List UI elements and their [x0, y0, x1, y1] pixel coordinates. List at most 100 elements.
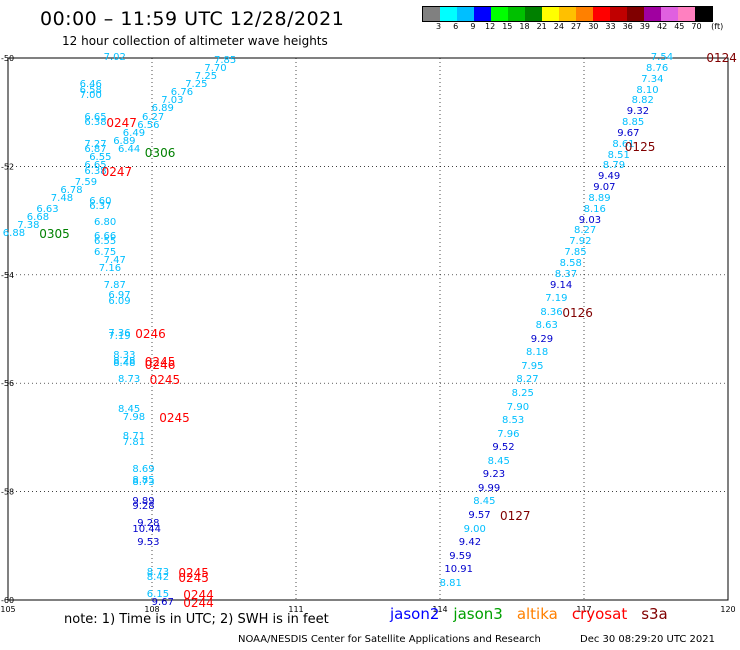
wave-height-label: 9.67 [617, 127, 640, 139]
wave-height-label: 6.56 [137, 119, 160, 131]
wave-height-label: 6.89 [151, 103, 174, 115]
wave-height-label: 7.36 [108, 328, 131, 340]
wave-height-label: 8.45 [473, 496, 496, 508]
wave-height-label: 6.63 [36, 203, 59, 215]
wave-height-label: 9.23 [482, 469, 506, 481]
pass-time-label: 0124 [706, 51, 737, 65]
longitude-tick-label: 120 [720, 605, 735, 614]
wave-height-label: 8.89 [588, 192, 611, 204]
wave-height-label: 7.90 [506, 401, 530, 413]
wave-height-label: 6.65 [84, 111, 107, 123]
latitude-tick-label: -50 [1, 54, 14, 63]
wave-height-label: 8.61 [612, 138, 635, 150]
wave-height-label: 8.71 [122, 431, 146, 443]
credit-text: NOAA/NESDIS Center for Satellite Applica… [238, 634, 541, 645]
color-swatch [440, 7, 457, 21]
wave-height-label: 6.58 [79, 84, 102, 96]
wave-height-label: 7.85 [564, 247, 587, 259]
color-scale-tick: 45 [674, 22, 685, 31]
wave-height-label: 9.52 [492, 442, 515, 454]
color-swatch [661, 7, 678, 21]
longitude-tick-label: 108 [144, 605, 159, 614]
wave-height-label: 6.88 [2, 228, 26, 240]
wave-height-label: 6.68 [26, 211, 50, 223]
color-scale-bar [422, 6, 713, 22]
pass-time-label: 0245 [159, 411, 190, 426]
legend-item-s3a: s3a [641, 605, 668, 623]
color-scale-tick: 12 [485, 22, 496, 31]
wave-height-label: 7.96 [497, 428, 520, 440]
wave-height-label: 9.03 [578, 214, 602, 226]
wave-height-label: 6.75 [94, 247, 117, 259]
pass-time-label: 0244 [183, 595, 214, 610]
latitude-tick-label: -54 [1, 271, 14, 280]
wave-height-label: 8.73 [118, 374, 141, 386]
wave-height-label: 8.51 [607, 149, 630, 161]
pass-time-label: 0247 [101, 164, 133, 179]
wave-height-label: 8.42 [146, 572, 170, 584]
longitude-tick-label: 117 [576, 605, 591, 614]
longitude-tick-label: 105 [0, 605, 15, 614]
color-scale-tick: 9 [470, 22, 476, 31]
wave-height-label: 7.98 [122, 412, 146, 424]
color-scale-tick: 33 [605, 22, 616, 31]
color-swatch [423, 7, 440, 21]
color-swatch [610, 7, 627, 21]
wave-height-label: 6.38 [84, 165, 107, 177]
wave-height-label: 9.89 [132, 496, 155, 508]
pass-time-label: 0246 [144, 358, 176, 373]
latitude-tick-label: -56 [1, 379, 14, 388]
wave-height-label: 9.53 [137, 537, 160, 549]
wave-height-label: 7.54 [650, 52, 674, 63]
wave-height-label: 6.46 [79, 79, 102, 91]
wave-height-label: 8.82 [631, 95, 654, 107]
wave-height-label: 9.28 [137, 518, 160, 530]
color-swatch [576, 7, 593, 21]
color-swatch [678, 7, 695, 21]
wave-height-label: 8.69 [132, 463, 155, 475]
wave-height-label: 7.25 [185, 79, 208, 91]
wave-height-label: 9.28 [132, 500, 155, 512]
latitude-tick-label: -52 [1, 162, 14, 171]
wave-height-label: 8.85 [622, 117, 645, 129]
wave-height-label: 6.27 [142, 111, 165, 123]
wave-height-label: 7.19 [108, 331, 131, 343]
wave-height-label: 6.38 [84, 117, 107, 129]
color-scale-tick: 6 [453, 22, 459, 31]
wave-height-label: 7.47 [103, 255, 126, 267]
wave-height-label: 9.14 [550, 279, 573, 291]
color-swatch [559, 7, 576, 21]
wave-height-label: 8.28 [113, 355, 136, 367]
wave-height-label: 8.85 [132, 474, 155, 486]
color-swatch [695, 7, 712, 21]
legend-item-jason2: jason2 [390, 605, 440, 623]
wave-height-label: 8.53 [502, 415, 525, 427]
satellite-legend: jason2 jason3 altika cryosat s3a [390, 605, 668, 623]
wave-height-label: 8.27 [516, 374, 539, 386]
wave-height-label: 6.76 [170, 87, 194, 99]
color-swatch [508, 7, 525, 21]
wave-height-label: 7.87 [103, 279, 126, 291]
wave-height-label: 10.44 [132, 523, 162, 535]
wave-height-label: 9.32 [626, 106, 650, 118]
wave-height-label: 8.48 [113, 358, 136, 370]
wave-height-label: 8.25 [511, 388, 534, 400]
longitude-tick-label: 111 [288, 605, 303, 614]
wave-height-label: 8.18 [526, 347, 549, 359]
legend-item-cryosat: cryosat [571, 605, 628, 623]
wave-height-label: 8.76 [646, 62, 669, 74]
pass-time-label: 0246 [135, 327, 166, 342]
wave-height-label: 8.81 [439, 577, 462, 589]
pass-time-label: 0245 [149, 373, 181, 388]
color-scale-ticks: 3 6 9 12 15 18 21 24 27 30 33 36 39 42 45 70 (ft) [422, 22, 740, 34]
color-swatch [525, 7, 542, 21]
wave-height-label: 8.58 [559, 257, 582, 269]
color-swatch [627, 7, 644, 21]
color-scale-tick: 21 [536, 22, 547, 31]
wave-height-label: 8.45 [118, 404, 141, 416]
wave-height-label: 8.37 [554, 268, 578, 280]
wave-height-label: 6.89 [113, 136, 136, 147]
wave-height-label: 8.45 [487, 455, 510, 467]
color-swatch [474, 7, 491, 21]
color-scale-tick: 15 [502, 22, 513, 31]
